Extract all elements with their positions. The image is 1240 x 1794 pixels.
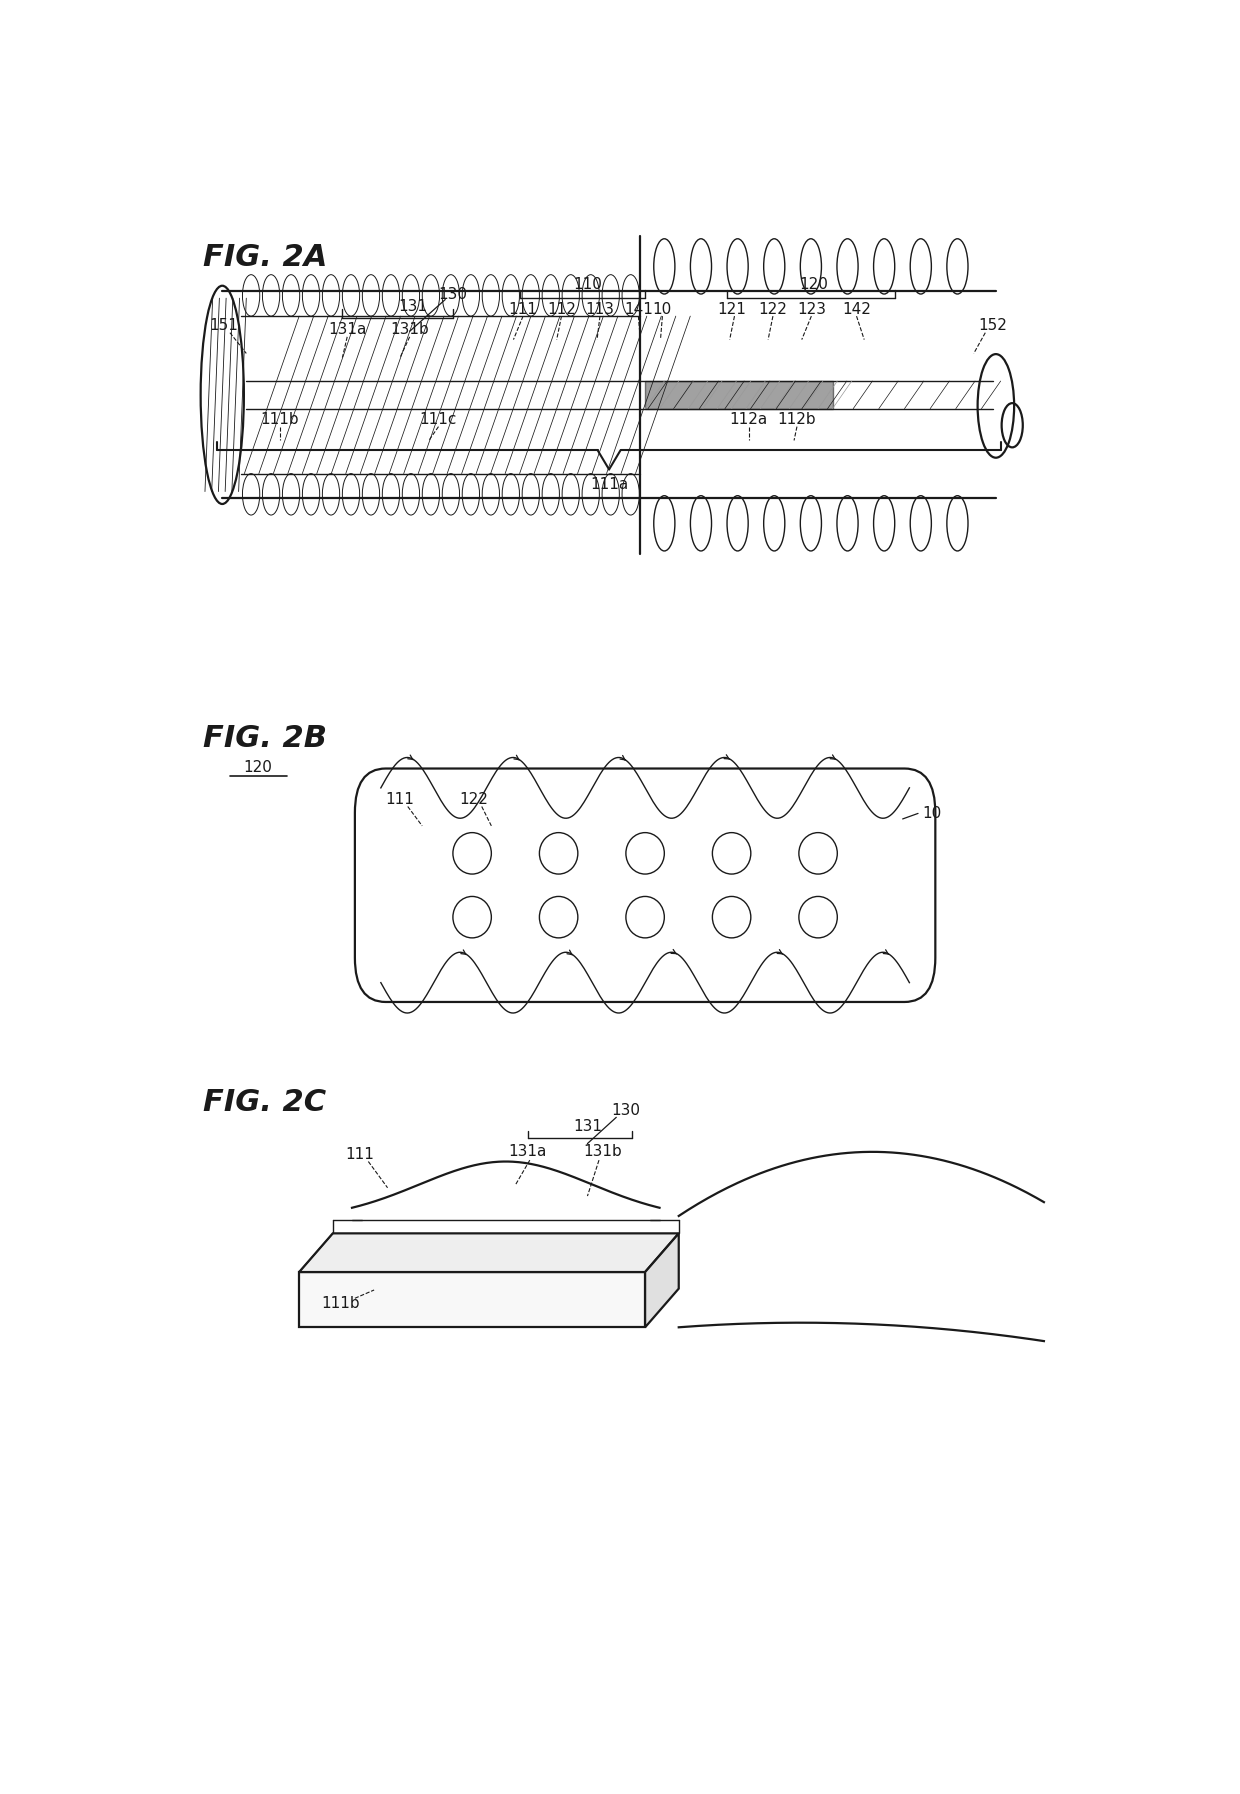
Polygon shape [645,1232,678,1328]
Text: 111: 111 [386,793,414,807]
Text: 152: 152 [978,318,1007,334]
Text: 131: 131 [398,300,427,314]
Text: 131b: 131b [584,1145,622,1159]
Text: 112b: 112b [777,413,816,427]
Text: 113: 113 [585,301,615,318]
Text: 130: 130 [611,1103,640,1118]
Text: 120: 120 [243,761,273,775]
Text: 141: 141 [624,301,652,318]
Text: 151: 151 [210,318,238,334]
Text: 111a: 111a [590,477,629,492]
Text: 111b: 111b [260,413,299,427]
Text: FIG. 2B: FIG. 2B [203,723,327,753]
Text: 130: 130 [439,287,467,301]
Text: 111: 111 [508,301,537,318]
Text: 131a: 131a [508,1145,547,1159]
Bar [645,380,832,409]
Text: FIG. 2A: FIG. 2A [203,242,327,273]
Text: 120: 120 [799,276,828,292]
Text: 110: 110 [573,276,601,292]
Polygon shape [299,1272,645,1328]
Text: 111: 111 [345,1146,374,1163]
Text: FIG. 2C: FIG. 2C [203,1089,326,1118]
Text: 111b: 111b [321,1297,360,1311]
Text: 131a: 131a [329,323,366,337]
Text: 131b: 131b [391,323,429,337]
Text: 142: 142 [842,301,870,318]
Text: 111c: 111c [420,413,458,427]
Text: 122: 122 [460,793,489,807]
Text: 10: 10 [921,806,941,822]
Text: 10: 10 [652,301,672,318]
Text: 112: 112 [547,301,575,318]
Polygon shape [299,1232,678,1272]
Text: 112a: 112a [730,413,768,427]
Text: 121: 121 [717,301,746,318]
Text: 122: 122 [759,301,787,318]
Text: 131: 131 [573,1119,601,1134]
Text: 123: 123 [797,301,826,318]
